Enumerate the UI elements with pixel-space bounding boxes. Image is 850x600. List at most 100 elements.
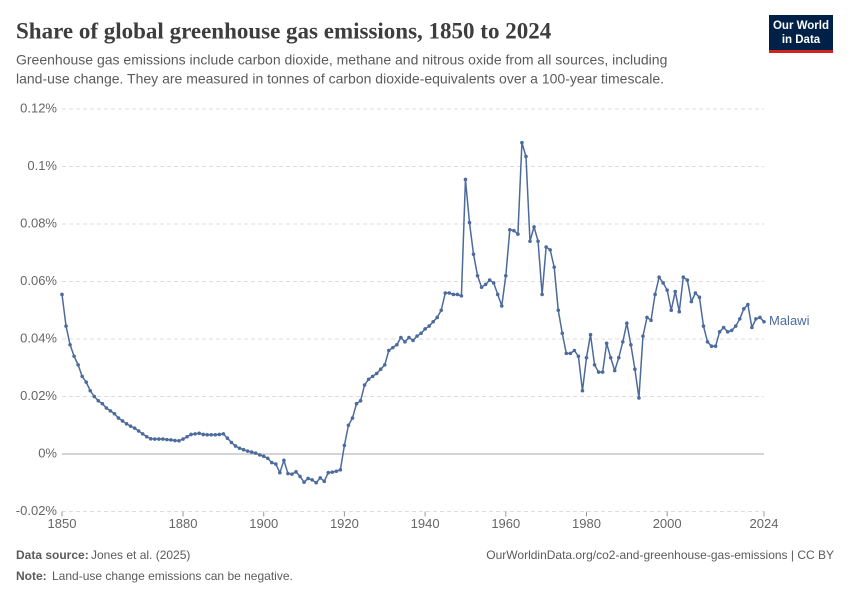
data-point xyxy=(229,440,234,445)
data-point xyxy=(399,335,403,340)
data-point xyxy=(685,278,690,282)
data-point xyxy=(592,363,597,367)
x-tick-label: 1920 xyxy=(330,516,359,531)
data-point xyxy=(395,342,399,347)
data-point xyxy=(455,292,460,297)
data-point xyxy=(391,345,395,350)
chart-title: Share of global greenhouse gas emissions… xyxy=(16,18,552,43)
data-point xyxy=(120,419,125,423)
data-point xyxy=(181,437,185,441)
logo-box xyxy=(769,15,833,50)
data-point xyxy=(544,245,548,249)
data-point xyxy=(649,318,653,323)
data-point xyxy=(338,468,343,472)
data-point xyxy=(282,458,286,463)
data-point xyxy=(717,330,722,334)
data-point xyxy=(487,278,492,282)
data-point xyxy=(616,355,621,360)
data-point xyxy=(386,348,391,353)
data-point xyxy=(568,351,573,356)
data-point xyxy=(657,275,661,279)
data-point xyxy=(737,317,742,321)
data-point xyxy=(709,344,714,348)
data-point xyxy=(665,288,669,292)
data-point xyxy=(193,432,197,436)
data-point xyxy=(673,289,678,294)
data-point xyxy=(302,480,306,484)
url[interactable]: OurWorldinData.org/co2-and-greenhouse-ga… xyxy=(486,548,834,562)
data-point xyxy=(366,377,371,382)
logo-text: in Data xyxy=(782,34,821,46)
data-point xyxy=(733,324,738,328)
data-point xyxy=(556,308,561,313)
data-point xyxy=(80,374,84,379)
data-point xyxy=(189,432,193,437)
data-point xyxy=(528,239,532,244)
data-point xyxy=(495,292,500,297)
data-point xyxy=(197,431,201,436)
data-point xyxy=(314,480,318,485)
data-point xyxy=(88,388,93,393)
x-tick-label: 1900 xyxy=(249,516,278,531)
data-point xyxy=(274,462,278,466)
data-point xyxy=(431,319,435,324)
data-point xyxy=(265,456,270,461)
series-line xyxy=(61,141,765,484)
data-point xyxy=(423,327,427,331)
data-point xyxy=(483,282,488,287)
data-point xyxy=(612,368,617,373)
data-point xyxy=(354,401,359,406)
data-point xyxy=(261,454,266,459)
y-tick-label: -0.02% xyxy=(16,503,58,518)
data-point xyxy=(508,227,512,232)
data-point xyxy=(165,437,169,442)
data-point xyxy=(64,324,68,328)
data-point xyxy=(403,340,407,344)
data-point xyxy=(524,154,528,159)
data-point xyxy=(689,299,694,304)
data-point xyxy=(257,453,262,457)
data-point xyxy=(600,370,605,374)
data-point xyxy=(205,432,210,437)
data-point xyxy=(499,304,504,308)
data-point xyxy=(112,411,117,416)
data-point xyxy=(84,380,89,384)
data-point xyxy=(580,388,585,393)
data-point xyxy=(346,423,351,428)
data-point xyxy=(645,315,649,320)
logo[interactable]: Our World in Data xyxy=(769,15,833,53)
series-label: Malawi xyxy=(769,313,810,328)
data-point xyxy=(116,416,121,420)
data-point xyxy=(552,265,557,269)
data-point xyxy=(253,451,258,455)
data-point xyxy=(564,351,569,356)
y-tick-label: 0.1% xyxy=(27,158,57,173)
data-point xyxy=(435,315,440,320)
data-point xyxy=(459,294,464,298)
data-point xyxy=(278,470,282,475)
data-point xyxy=(306,476,310,481)
data-point xyxy=(124,422,129,426)
data-point xyxy=(237,446,242,451)
data-point xyxy=(201,432,206,437)
data-point xyxy=(310,478,314,482)
data-point xyxy=(362,383,367,387)
data-point xyxy=(286,471,290,476)
data-point xyxy=(350,416,355,420)
data-point xyxy=(177,438,181,443)
data-point xyxy=(217,432,222,437)
data-point xyxy=(92,394,97,399)
y-tick-label: 0% xyxy=(38,445,57,460)
data-point xyxy=(701,324,706,328)
data-point xyxy=(742,307,746,311)
data-point xyxy=(637,396,641,400)
note-label: Note: xyxy=(16,569,47,583)
source-label: Data source: xyxy=(16,548,89,562)
data-point xyxy=(411,338,415,343)
x-tick-label: 1880 xyxy=(169,516,198,531)
data-point xyxy=(729,328,734,333)
y-tick-label: 0.06% xyxy=(20,273,57,288)
data-point xyxy=(596,370,601,374)
data-point xyxy=(427,324,431,328)
data-point xyxy=(60,292,64,297)
